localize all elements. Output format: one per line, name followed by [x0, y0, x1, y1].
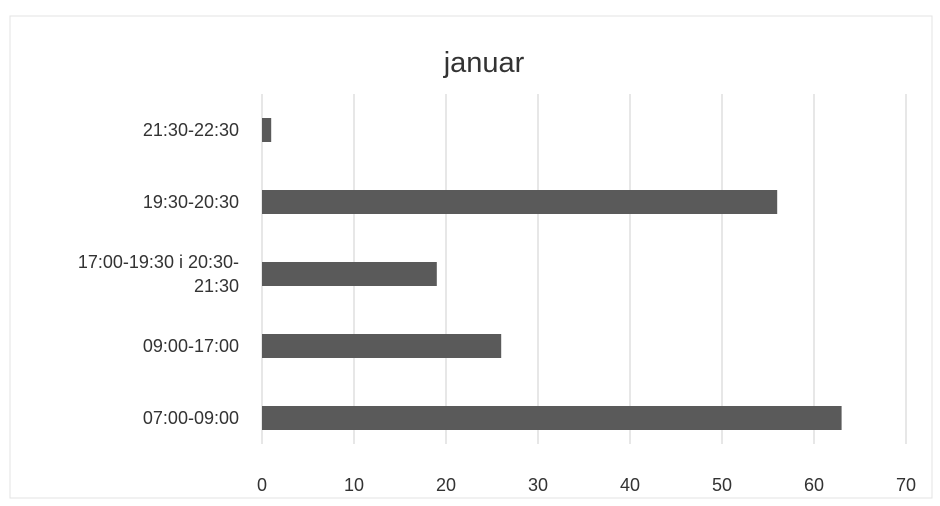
x-tick-label: 10 [344, 475, 364, 495]
gridlines [261, 94, 907, 444]
bar [262, 262, 437, 286]
x-tick-label: 60 [804, 475, 824, 495]
category-label: 17:00-19:30 i 20:30- [78, 252, 239, 272]
x-tick-label: 30 [528, 475, 548, 495]
category-labels: 21:30-22:30 19:30-20:30 17:00-19:30 i 20:3… [78, 120, 239, 428]
category-label: 19:30-20:30 [143, 192, 239, 212]
category-label: 09:00-17:00 [143, 336, 239, 356]
bar [262, 406, 842, 430]
x-tick-label: 40 [620, 475, 640, 495]
bars [262, 118, 842, 430]
chart-title: januar [443, 47, 525, 79]
category-label: 07:00-09:00 [143, 408, 239, 428]
x-tick-label: 0 [257, 475, 267, 495]
x-tick-label: 70 [896, 475, 916, 495]
chart-frame [9, 15, 933, 499]
category-label: 21:30-22:30 [143, 120, 239, 140]
x-tick-label: 20 [436, 475, 456, 495]
x-tick-label: 50 [712, 475, 732, 495]
x-axis-ticks: 0 10 20 30 40 50 60 70 [257, 475, 916, 495]
bar [262, 190, 778, 214]
category-label: 21:30 [194, 276, 239, 296]
bar [262, 334, 502, 358]
bar [262, 118, 272, 142]
